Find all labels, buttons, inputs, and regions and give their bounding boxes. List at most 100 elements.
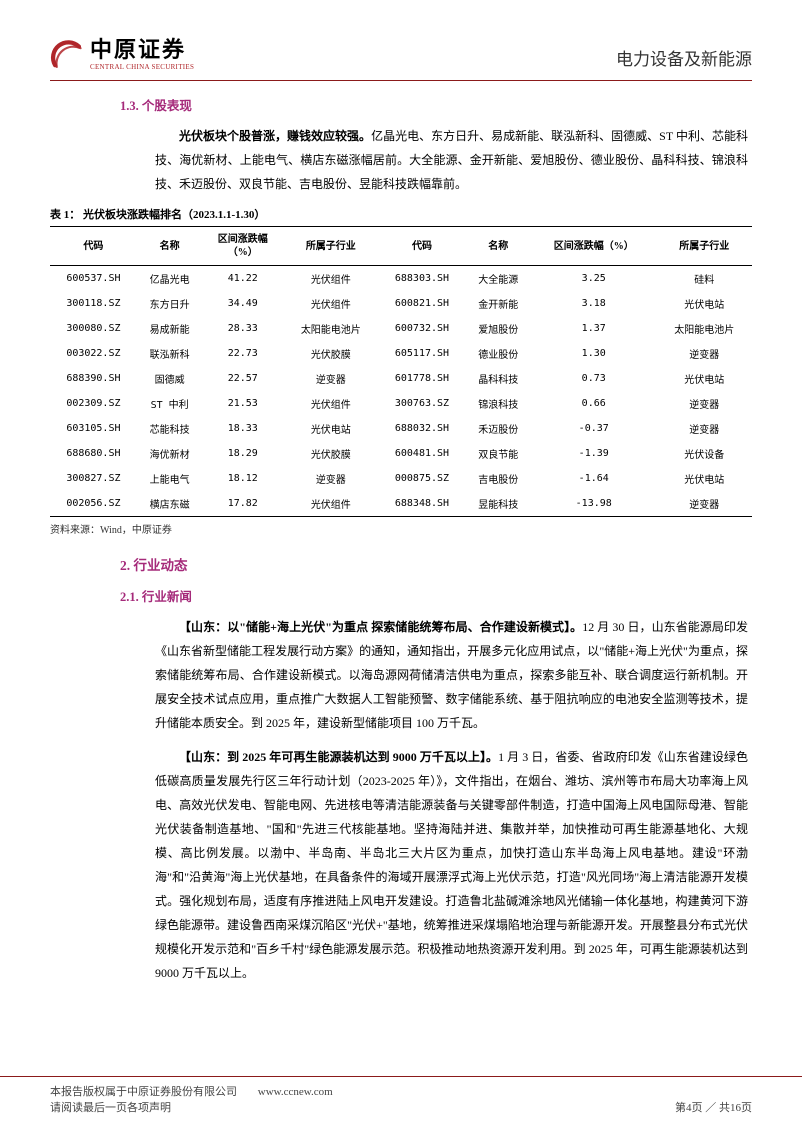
table-cell: 0.73 bbox=[531, 366, 656, 391]
table-cell: 德业股份 bbox=[465, 341, 531, 366]
table-cell: 光伏胶膜 bbox=[283, 441, 379, 466]
table-cell: 逆变器 bbox=[283, 466, 379, 491]
table-cell: 002309.SZ bbox=[50, 391, 137, 416]
table-cell: -1.39 bbox=[531, 441, 656, 466]
table-cell: 逆变器 bbox=[283, 366, 379, 391]
logo-text-en: CENTRAL CHINA SECURITIES bbox=[90, 63, 194, 71]
table-cell: 18.12 bbox=[202, 466, 283, 491]
section-2-title: 2. 行业动态 bbox=[120, 554, 752, 574]
section-2-1-title: 2.1. 行业新闻 bbox=[120, 586, 752, 605]
table-cell: 300827.SZ bbox=[50, 466, 137, 491]
table-cell: 太阳能电池片 bbox=[656, 316, 752, 341]
table-cell: 易成新能 bbox=[137, 316, 203, 341]
page-header: 中原证券 CENTRAL CHINA SECURITIES 电力设备及新能源 bbox=[50, 38, 752, 81]
page-footer: 本报告版权属于中原证券股份有限公司 www.ccnew.com 请阅读最后一页各… bbox=[0, 1076, 802, 1115]
table-cell: 东方日升 bbox=[137, 291, 203, 316]
sec2-1-p1: 【山东：以"储能+海上光伏"为重点 探索储能统筹布局、合作建设新模式】。12 月… bbox=[155, 615, 748, 735]
table-cell: 41.22 bbox=[202, 266, 283, 292]
table-cell: 爱旭股份 bbox=[465, 316, 531, 341]
table-cell: 22.73 bbox=[202, 341, 283, 366]
table-cell: 光伏设备 bbox=[656, 441, 752, 466]
table-cell: -13.98 bbox=[531, 491, 656, 517]
table-cell: 逆变器 bbox=[656, 341, 752, 366]
table-cell: 003022.SZ bbox=[50, 341, 137, 366]
table-cell: 18.29 bbox=[202, 441, 283, 466]
table-cell: 横店东磁 bbox=[137, 491, 203, 517]
table1: 代码 名称 区间涨跌幅 （%） 所属子行业 代码 名称 区间涨跌幅（%） 所属子… bbox=[50, 226, 752, 517]
table-row: 300080.SZ易成新能28.33太阳能电池片600732.SH爱旭股份1.3… bbox=[50, 316, 752, 341]
th-chg-l: 区间涨跌幅 （%） bbox=[202, 227, 283, 266]
table-row: 002309.SZST 中利21.53光伏组件300763.SZ锦浪科技0.66… bbox=[50, 391, 752, 416]
table-cell: 海优新材 bbox=[137, 441, 203, 466]
footer-disclaimer: 请阅读最后一页各项声明 bbox=[50, 1099, 171, 1115]
table-cell: 601778.SH bbox=[379, 366, 466, 391]
table-row: 002056.SZ横店东磁17.82光伏组件688348.SH昱能科技-13.9… bbox=[50, 491, 752, 517]
table-cell: 600732.SH bbox=[379, 316, 466, 341]
table-cell: 1.30 bbox=[531, 341, 656, 366]
table-cell: 300763.SZ bbox=[379, 391, 466, 416]
sec2-1-p2: 【山东：到 2025 年可再生能源装机达到 9000 万千瓦以上】。1 月 3 … bbox=[155, 745, 748, 985]
table-row: 300118.SZ东方日升34.49光伏组件600821.SH金开新能3.18光… bbox=[50, 291, 752, 316]
table-cell: 禾迈股份 bbox=[465, 416, 531, 441]
table-cell: 603105.SH bbox=[50, 416, 137, 441]
table1-caption: 表 1： 光伏板块涨跌幅排名（2023.1.1-1.30） bbox=[50, 206, 752, 222]
table-cell: 固德威 bbox=[137, 366, 203, 391]
table-cell: 光伏电站 bbox=[656, 291, 752, 316]
table-cell: 3.25 bbox=[531, 266, 656, 292]
table-cell: 光伏电站 bbox=[656, 366, 752, 391]
table-cell: 吉电股份 bbox=[465, 466, 531, 491]
table-cell: 晶科科技 bbox=[465, 366, 531, 391]
table-row: 600537.SH亿晶光电41.22光伏组件688303.SH大全能源3.25硅… bbox=[50, 266, 752, 292]
table-cell: 600821.SH bbox=[379, 291, 466, 316]
table-cell: 太阳能电池片 bbox=[283, 316, 379, 341]
table-cell: 锦浪科技 bbox=[465, 391, 531, 416]
table-cell: 688032.SH bbox=[379, 416, 466, 441]
table-cell: 光伏电站 bbox=[283, 416, 379, 441]
table-cell: -1.64 bbox=[531, 466, 656, 491]
table-cell: 光伏电站 bbox=[656, 466, 752, 491]
table-cell: 光伏组件 bbox=[283, 391, 379, 416]
table-cell: 300118.SZ bbox=[50, 291, 137, 316]
table-cell: 17.82 bbox=[202, 491, 283, 517]
table1-source: 资料来源：Wind，中原证券 bbox=[50, 521, 752, 536]
section-1-3-title: 1.3. 个股表现 bbox=[120, 95, 752, 114]
table-cell: 光伏组件 bbox=[283, 491, 379, 517]
table1-header-row: 代码 名称 区间涨跌幅 （%） 所属子行业 代码 名称 区间涨跌幅（%） 所属子… bbox=[50, 227, 752, 266]
table-cell: 688390.SH bbox=[50, 366, 137, 391]
table-cell: 大全能源 bbox=[465, 266, 531, 292]
table-cell: 34.49 bbox=[202, 291, 283, 316]
table-cell: 光伏组件 bbox=[283, 266, 379, 292]
footer-page-number: 第4页 ／ 共16页 bbox=[675, 1099, 752, 1115]
table-cell: 002056.SZ bbox=[50, 491, 137, 517]
sec1-3-p1-bold: 光伏板块个股普涨，赚钱效应较强。 bbox=[179, 129, 371, 143]
th-ind-l: 所属子行业 bbox=[283, 227, 379, 266]
table-cell: ST 中利 bbox=[137, 391, 203, 416]
header-category: 电力设备及新能源 bbox=[616, 45, 752, 72]
table-cell: 28.33 bbox=[202, 316, 283, 341]
footer-copyright: 本报告版权属于中原证券股份有限公司 bbox=[50, 1086, 237, 1098]
table-cell: 1.37 bbox=[531, 316, 656, 341]
th-code-r: 代码 bbox=[379, 227, 466, 266]
table-cell: -0.37 bbox=[531, 416, 656, 441]
table-cell: 18.33 bbox=[202, 416, 283, 441]
table-cell: 逆变器 bbox=[656, 416, 752, 441]
table-cell: 上能电气 bbox=[137, 466, 203, 491]
table-cell: 光伏组件 bbox=[283, 291, 379, 316]
table-cell: 688680.SH bbox=[50, 441, 137, 466]
table-cell: 688303.SH bbox=[379, 266, 466, 292]
table-cell: 逆变器 bbox=[656, 391, 752, 416]
th-chg-r: 区间涨跌幅（%） bbox=[531, 227, 656, 266]
table-cell: 芯能科技 bbox=[137, 416, 203, 441]
logo-block: 中原证券 CENTRAL CHINA SECURITIES bbox=[50, 38, 194, 72]
table-row: 688390.SH固德威22.57逆变器601778.SH晶科科技0.73光伏电… bbox=[50, 366, 752, 391]
sec2-1-p1-bold: 【山东：以"储能+海上光伏"为重点 探索储能统筹布局、合作建设新模式】。 bbox=[179, 620, 582, 634]
table-cell: 605117.SH bbox=[379, 341, 466, 366]
th-ind-r: 所属子行业 bbox=[656, 227, 752, 266]
table-cell: 000875.SZ bbox=[379, 466, 466, 491]
table-row: 688680.SH海优新材18.29光伏胶膜600481.SH双良节能-1.39… bbox=[50, 441, 752, 466]
footer-url: www.ccnew.com bbox=[258, 1086, 333, 1098]
sec2-1-p2-bold: 【山东：到 2025 年可再生能源装机达到 9000 万千瓦以上】。 bbox=[179, 750, 498, 764]
table-cell: 600481.SH bbox=[379, 441, 466, 466]
th-name-r: 名称 bbox=[465, 227, 531, 266]
table-cell: 688348.SH bbox=[379, 491, 466, 517]
